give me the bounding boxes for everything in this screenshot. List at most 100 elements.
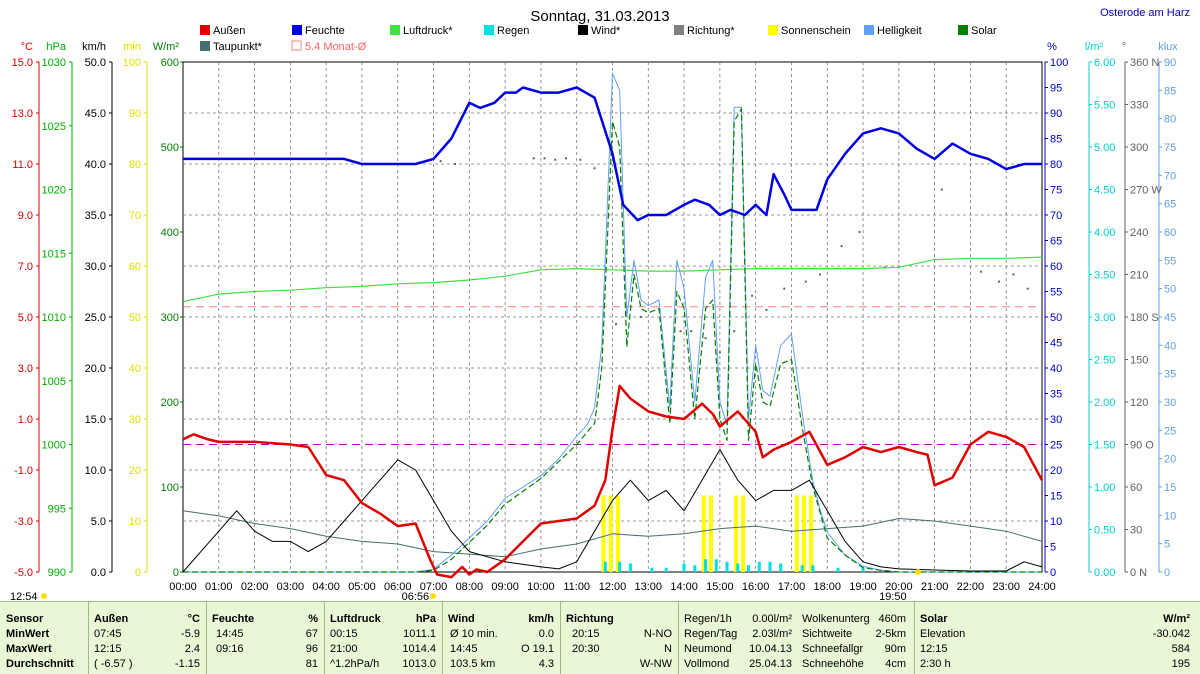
x-tick-label: 22:00 xyxy=(957,581,985,593)
x-tick-label: 19:00 xyxy=(849,581,877,593)
tick-label-lux: 20 xyxy=(1164,454,1176,466)
aussen-value: 2.4 xyxy=(184,643,200,655)
tick-label-hum: 85 xyxy=(1050,134,1062,146)
x-tick-label: 24:00 xyxy=(1028,581,1056,593)
aussen-time: 12:15 xyxy=(94,643,122,655)
solar-key: 12:15 xyxy=(920,643,948,655)
tick-label-sun: 50 xyxy=(129,312,141,324)
legend-label: Taupunkt* xyxy=(213,41,263,53)
rain-bar xyxy=(603,561,607,572)
direction-dot xyxy=(554,158,557,161)
rain-bar xyxy=(768,561,772,572)
tick-label-rain: 1.00 xyxy=(1094,482,1115,494)
tick-label-hum: 95 xyxy=(1050,83,1062,95)
tick-label-dir: 180 S xyxy=(1130,312,1159,324)
header-aussen: Außen xyxy=(94,613,129,625)
x-tick-label: 08:00 xyxy=(456,581,484,593)
luftdruck-time: ^1.2hPa/h xyxy=(330,658,380,670)
aussen-value: -1.15 xyxy=(174,658,200,670)
tick-label-hum: 90 xyxy=(1050,108,1062,120)
direction-dot xyxy=(1026,287,1029,290)
direction-dot xyxy=(690,330,693,333)
legend-swatch xyxy=(674,25,684,35)
tick-label-temp: 11.0 xyxy=(12,159,33,171)
header-solar: Solar xyxy=(920,613,948,625)
series-line-helligkeit xyxy=(183,72,1042,573)
misc-key: Neumond xyxy=(684,643,732,655)
tick-label-dir: 300 xyxy=(1130,142,1148,154)
tick-label-hum: 0 xyxy=(1050,567,1056,579)
x-tick-label: 14:00 xyxy=(670,581,698,593)
rain-bar xyxy=(714,559,718,572)
rain-bar xyxy=(704,559,708,572)
solar-key: 2:30 h xyxy=(920,658,951,670)
rain-bar xyxy=(693,565,697,572)
tick-label-press: 1020 xyxy=(42,185,66,197)
richtung-time: 20:30 xyxy=(572,643,600,655)
tick-label-hum: 60 xyxy=(1050,261,1062,273)
header-solar-unit: W/m² xyxy=(1163,613,1190,625)
x-tick-label: 04:00 xyxy=(312,581,340,593)
sunshine-bar xyxy=(701,495,706,572)
tick-label-temp: -1.0 xyxy=(14,465,33,477)
tick-label-sun: 60 xyxy=(129,261,141,273)
wind-time: Ø 10 min. xyxy=(450,628,498,640)
sunshine-bar xyxy=(809,495,814,572)
tick-label-lux: 85 xyxy=(1164,85,1176,97)
legend-swatch xyxy=(578,25,588,35)
tick-label-dir: 210 xyxy=(1130,270,1148,282)
tick-label-wind: 35.0 xyxy=(85,210,106,222)
direction-dot xyxy=(858,231,861,233)
legend-swatch xyxy=(484,25,494,35)
sunshine-bar xyxy=(801,495,806,572)
tick-label-temp: 5.0 xyxy=(18,312,33,324)
richtung-value: W-NW xyxy=(639,658,672,670)
tick-label-rain: 6.00 xyxy=(1094,57,1115,69)
tick-label-hum: 20 xyxy=(1050,465,1062,477)
tick-label-solar: 600 xyxy=(161,57,179,69)
tick-label-lux: 5 xyxy=(1164,539,1170,551)
series-line-luftdruck xyxy=(182,256,1043,303)
tick-label-sun: 10 xyxy=(129,516,141,528)
direction-dot xyxy=(543,157,546,160)
header-wind-unit: km/h xyxy=(528,613,554,625)
tick-label-temp: 15.0 xyxy=(12,57,33,69)
tick-label-dir: 330 xyxy=(1130,100,1148,112)
x-tick-label: 23:00 xyxy=(992,581,1020,593)
tick-label-rain: 2.00 xyxy=(1094,397,1115,409)
tick-label-temp: 9.0 xyxy=(18,210,33,222)
bar-layer xyxy=(439,157,1029,572)
row-label: MinWert xyxy=(6,628,50,640)
tick-label-dir: 270 W xyxy=(1130,185,1162,197)
wind-value: 0.0 xyxy=(538,628,554,640)
tick-label-temp: 13.0 xyxy=(12,108,33,120)
tick-label-lux: 50 xyxy=(1164,284,1176,296)
direction-dot xyxy=(454,163,457,165)
rain-bar xyxy=(861,567,865,572)
legend-label: Helligkeit xyxy=(877,25,922,37)
tick-label-wind: 30.0 xyxy=(85,261,106,273)
tick-label-lux: 25 xyxy=(1164,425,1176,437)
misc-value: 2.03l/m² xyxy=(752,628,792,640)
direction-dot xyxy=(819,273,822,276)
plot-grid xyxy=(182,61,1043,573)
x-tick-label: 15:00 xyxy=(706,581,734,593)
solar-value: 195 xyxy=(1171,658,1190,670)
tick-label-sun: 0 xyxy=(135,567,141,579)
feuchte-time: 09:16 xyxy=(216,643,244,655)
tick-label-lux: 70 xyxy=(1164,170,1176,182)
x-tick-label: 09:00 xyxy=(491,581,519,593)
direction-dot xyxy=(718,351,721,354)
legend-label: Luftdruck* xyxy=(403,25,453,37)
x-tick-label: 16:00 xyxy=(742,581,770,593)
legend-swatch xyxy=(200,25,210,35)
tick-label-hum: 70 xyxy=(1050,210,1062,222)
rain-bar xyxy=(618,561,622,572)
wind-time: 103.5 km xyxy=(450,658,496,670)
direction-dot xyxy=(733,330,736,333)
tick-label-dir: 60 xyxy=(1130,482,1142,494)
tick-label-sun: 80 xyxy=(129,159,141,171)
legend-swatch xyxy=(292,25,302,35)
wind-value: O 19.1 xyxy=(520,643,554,655)
tick-label-lux: 55 xyxy=(1164,255,1176,267)
